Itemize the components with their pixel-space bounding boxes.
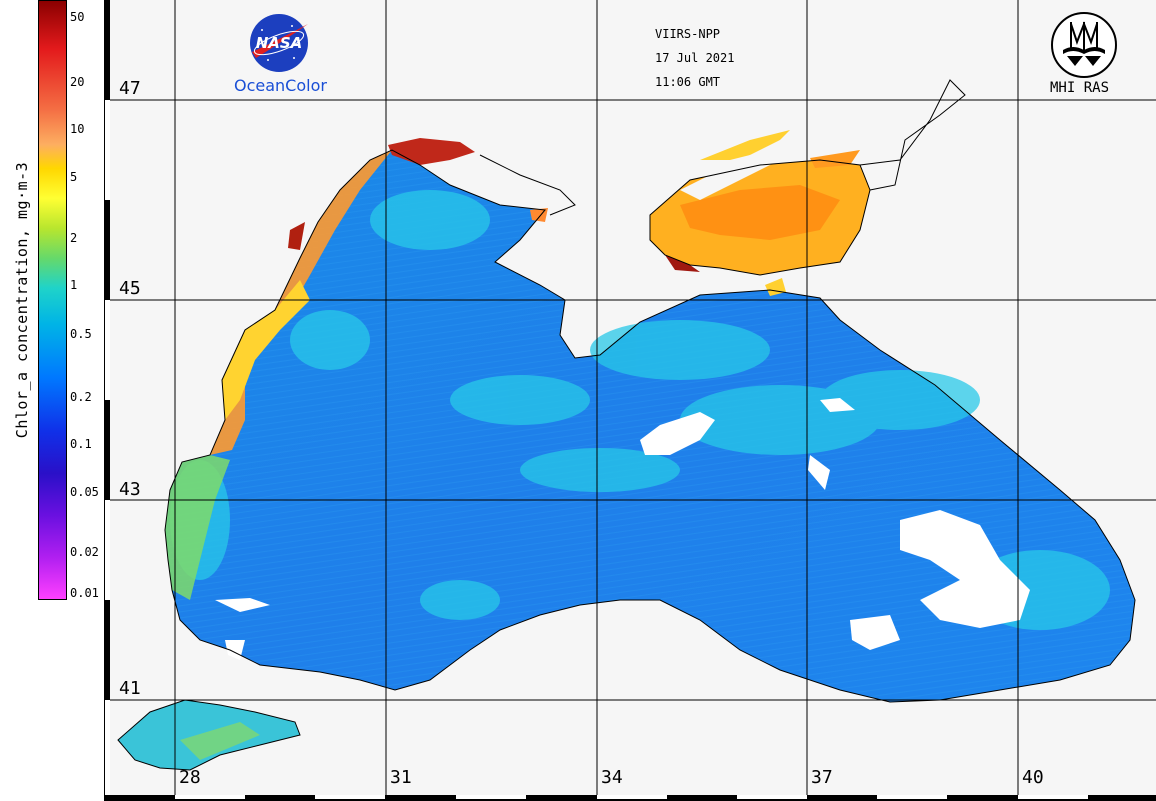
azov-cloud-gap bbox=[680, 110, 860, 200]
colorbar-label: 50 bbox=[70, 10, 85, 24]
colorbar-label: 10 bbox=[70, 122, 85, 136]
acquisition-time: 11:06 GMT bbox=[655, 75, 721, 89]
coastline bbox=[164, 149, 1136, 703]
lon-label: 37 bbox=[811, 767, 833, 788]
lon-label: 34 bbox=[601, 767, 623, 788]
lat-label: 45 bbox=[119, 278, 141, 299]
graticule bbox=[106, 0, 1156, 795]
colorbar-label: 0.2 bbox=[70, 390, 92, 404]
cloud-masks bbox=[215, 398, 1030, 660]
lon-label: 28 bbox=[179, 767, 201, 788]
nasa-caption: OceanColor bbox=[234, 76, 327, 95]
colorbar-label: 0.02 bbox=[70, 545, 99, 559]
lon-scale-bar bbox=[105, 795, 1156, 801]
lon-label: 31 bbox=[390, 767, 412, 788]
header-info: VIIRS-NPP 17 Jul 2021 11:06 GMT bbox=[655, 22, 734, 94]
nasa-logo-icon: NASA bbox=[250, 14, 308, 72]
colorbar-label: 0.5 bbox=[70, 327, 92, 341]
nasa-logo-text: NASA bbox=[256, 34, 303, 52]
mhi-caption: MHI RAS bbox=[1050, 80, 1110, 96]
dnieper-estuary bbox=[388, 138, 475, 165]
sensor-name: VIIRS-NPP bbox=[655, 27, 721, 41]
lon-label: 40 bbox=[1022, 767, 1044, 788]
mhi-logo-icon bbox=[1051, 12, 1117, 78]
colorbar-label: 2 bbox=[70, 231, 78, 245]
colorbar-label: 5 bbox=[70, 170, 78, 184]
colorbar bbox=[38, 0, 67, 600]
colorbar-label: 1 bbox=[70, 278, 78, 292]
colorbar-label: 0.05 bbox=[70, 485, 99, 499]
acquisition-date: 17 Jul 2021 bbox=[655, 51, 735, 65]
lat-scale-bar bbox=[104, 0, 110, 801]
colorbar-label: 0.01 bbox=[70, 586, 99, 600]
lat-label: 47 bbox=[119, 78, 141, 99]
colorbar-label: 0.1 bbox=[70, 437, 92, 451]
lat-label: 43 bbox=[119, 479, 141, 500]
nw-shelf-bloom bbox=[210, 150, 392, 455]
colorbar-label: 20 bbox=[70, 75, 85, 89]
lat-label: 41 bbox=[119, 678, 141, 699]
colorbar-title: Chlor_a concentration, mg·m-3 bbox=[13, 161, 31, 439]
